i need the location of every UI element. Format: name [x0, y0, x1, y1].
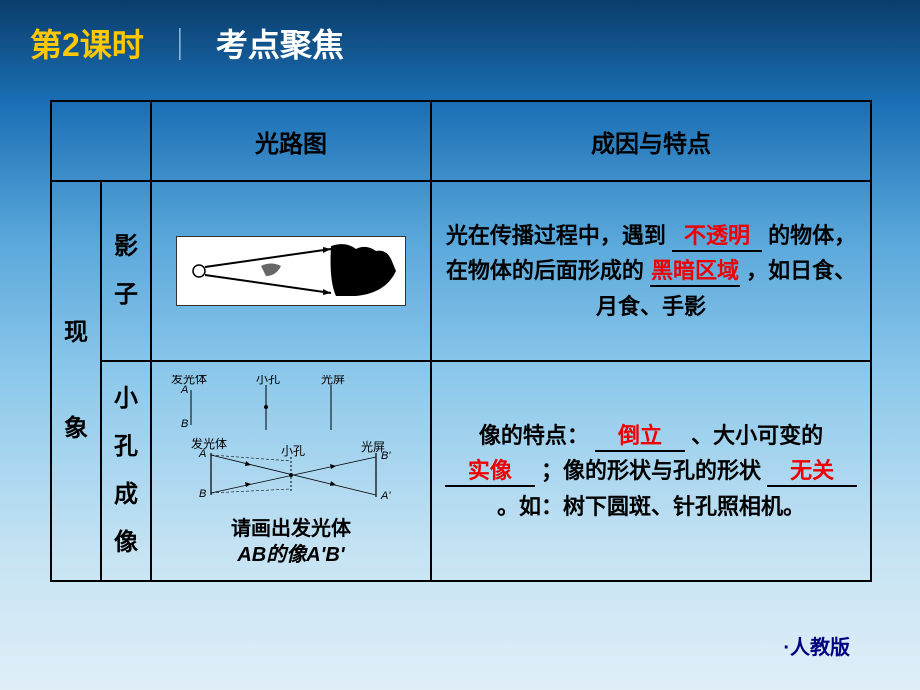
txt: 、大小可变的: [691, 423, 823, 448]
pinhole-content: 像的特点： 倒立 、大小可变的 实像 ；像的形状与孔的形状 无关 。如：树下圆斑…: [431, 361, 871, 581]
ans-dark: 黑暗区域: [651, 258, 739, 283]
svg-text:小孔: 小孔: [281, 444, 305, 458]
focus-title: 考点聚焦: [216, 20, 344, 66]
slide-header: 第2课时 ｜ 考点聚焦: [0, 0, 920, 76]
pinhole-row: 小孔成像 A B 发光体 小孔 光屏 发光体 A: [51, 361, 871, 581]
blank-dark: 黑暗区域: [650, 258, 740, 286]
shadow-row: 现象 影子 光在传播过程中，遇到 不透明 的物体，在物体的后面形成的 黑暗区域 …: [51, 181, 871, 361]
shadow-label: 影子: [101, 181, 151, 361]
pinhole-caption: 请画出发光体 AB的像A'B': [161, 516, 421, 568]
header-blank: [51, 101, 151, 181]
divider: ｜: [164, 20, 196, 66]
pinhole-label: 小孔成像: [101, 361, 151, 581]
svg-text:小孔: 小孔: [256, 375, 280, 386]
blank-inverted: 倒立: [595, 423, 685, 451]
txt: ；像的形状与孔的形状: [541, 458, 761, 483]
shadow-diagram-cell: [151, 181, 431, 361]
svg-text:发光体: 发光体: [171, 375, 207, 386]
lesson-number: 第2课时: [30, 20, 144, 66]
shadow-content: 光在传播过程中，遇到 不透明 的物体，在物体的后面形成的 黑暗区域 ，如日食、月…: [431, 181, 871, 361]
phenomenon-label: 现象: [51, 181, 101, 581]
ans-real: 实像: [468, 458, 512, 483]
svg-text:A: A: [198, 448, 206, 460]
svg-text:光屏: 光屏: [321, 375, 345, 386]
blank-real: 实像: [445, 458, 535, 486]
blank-opaque: 不透明: [672, 223, 762, 251]
svg-text:A': A': [380, 490, 391, 502]
svg-text:发光体: 发光体: [191, 436, 227, 451]
content-table-wrap: 光路图 成因与特点 现象 影子 光在传播过程中，遇到 不透明 的物体，在物体的后: [50, 100, 870, 582]
shadow-diagram: [176, 236, 406, 306]
svg-text:B': B': [381, 450, 391, 462]
pinhole-diagram-cell: A B 发光体 小孔 光屏 发光体 A B 小孔 光屏: [151, 361, 431, 581]
footer-edition: ·人教版: [783, 631, 850, 660]
txt: 。如：树下圆斑、针孔照相机。: [497, 494, 805, 519]
header-cause: 成因与特点: [431, 101, 871, 181]
txt: 像的特点：: [479, 423, 589, 448]
svg-text:B: B: [199, 488, 206, 500]
header-row: 光路图 成因与特点: [51, 101, 871, 181]
blank-unrelated: 无关: [767, 458, 857, 486]
ans-unrelated: 无关: [790, 458, 834, 483]
pinhole-diagram: A B 发光体 小孔 光屏 发光体 A B 小孔 光屏: [161, 375, 421, 568]
txt: 光在传播过程中，遇到: [446, 223, 666, 248]
svg-text:B: B: [181, 418, 188, 430]
ans-inverted: 倒立: [618, 423, 662, 448]
content-table: 光路图 成因与特点 现象 影子 光在传播过程中，遇到 不透明 的物体，在物体的后: [50, 100, 872, 582]
header-diagram: 光路图: [151, 101, 431, 181]
ans-opaque: 不透明: [684, 223, 750, 248]
